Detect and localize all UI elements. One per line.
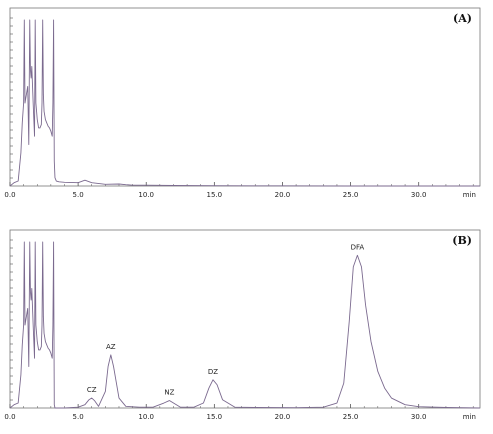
x-tick-label: 30.0 [411,413,427,421]
panel-label: (B) [452,234,472,247]
chromatogram-panel-a: 0.0 5.0 10.0 15.0 20.0 25.0 30.0 min (A) [4,7,481,199]
x-unit-label: min [463,413,476,421]
x-tick-label: 25.0 [343,413,359,421]
x-tick-label: 25.0 [343,191,359,199]
x-tick-label: 0.0 [4,191,15,199]
x-tick-label: 15.0 [207,191,223,199]
x-tick-label: 10.0 [138,191,154,199]
x-tick-label: 20.0 [275,413,291,421]
x-tick-label: 5.0 [73,191,84,199]
chromatogram-trace [9,241,481,409]
x-tick-label: 15.0 [207,413,223,421]
x-unit-label: min [463,191,476,199]
peak-label: DZ [208,368,218,376]
panel-label: (A) [453,12,472,25]
x-tick-label: 5.0 [73,413,84,421]
chromatogram-panel-b: 0.0 5.0 10.0 15.0 20.0 25.0 30.0 min (B) CZ AZ NZ DZ… [4,229,481,421]
plot-frame [9,229,481,409]
plot-frame [9,7,481,187]
x-tick-label: 30.0 [411,191,427,199]
x-tick-label: 0.0 [4,413,15,421]
chromatogram-trace [9,19,480,187]
peak-label: NZ [164,389,174,397]
peak-label: DFA [351,243,365,251]
x-tick-label: 20.0 [275,191,291,199]
peak-label: CZ [87,386,97,394]
peak-label: AZ [106,343,116,351]
x-tick-label: 10.0 [138,413,154,421]
